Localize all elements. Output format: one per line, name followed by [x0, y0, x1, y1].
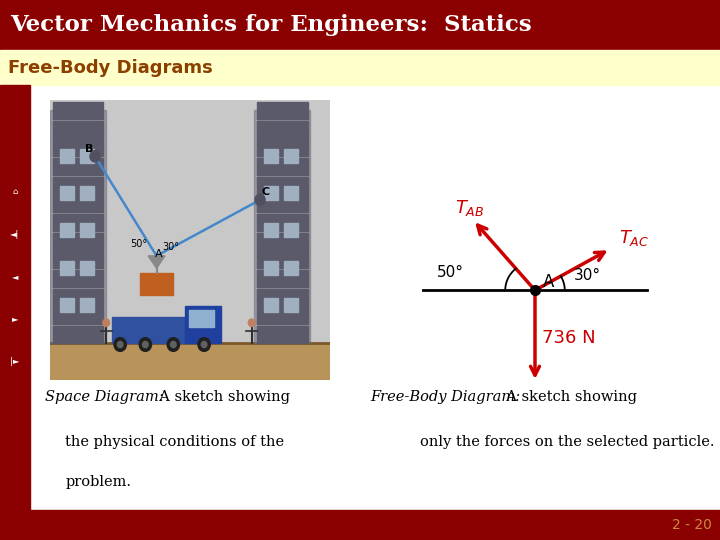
Text: Space Diagram:: Space Diagram:: [45, 390, 164, 404]
Circle shape: [139, 338, 151, 352]
Bar: [50, 343, 330, 380]
Bar: [284, 260, 298, 274]
Bar: [53, 270, 104, 287]
Bar: [80, 148, 94, 163]
Bar: [284, 223, 298, 237]
Text: |►: |►: [10, 357, 20, 366]
Bar: [257, 233, 307, 249]
Text: B: B: [85, 144, 94, 154]
Bar: [189, 310, 214, 327]
Circle shape: [143, 341, 148, 348]
Bar: [60, 148, 74, 163]
Bar: [257, 102, 307, 119]
Circle shape: [167, 338, 179, 352]
Text: Free-Body Diagram:: Free-Body Diagram:: [370, 390, 520, 404]
Text: A sketch showing: A sketch showing: [497, 390, 637, 404]
Bar: [53, 307, 104, 325]
Bar: [264, 186, 278, 200]
Bar: [257, 158, 307, 175]
Text: 30°: 30°: [573, 268, 600, 282]
Bar: [184, 306, 221, 343]
Bar: [80, 186, 94, 200]
Bar: [257, 288, 307, 306]
Text: ◄|: ◄|: [10, 230, 20, 239]
Bar: [0, 510, 720, 540]
Text: the physical conditions of the: the physical conditions of the: [66, 435, 284, 449]
Bar: [257, 214, 307, 231]
Bar: [254, 110, 310, 343]
Text: only the forces on the selected particle.: only the forces on the selected particle…: [420, 435, 714, 449]
Circle shape: [114, 338, 126, 352]
Text: $T_{AB}$: $T_{AB}$: [455, 198, 485, 218]
Bar: [60, 223, 74, 237]
Text: Vector Mechanics for Engineers:  Statics: Vector Mechanics for Engineers: Statics: [10, 14, 532, 36]
Text: Free-Body Diagrams: Free-Body Diagrams: [8, 59, 212, 77]
Bar: [53, 195, 104, 212]
Bar: [257, 195, 307, 212]
Text: A: A: [542, 273, 554, 292]
Bar: [53, 158, 104, 175]
Bar: [60, 298, 74, 312]
Bar: [284, 148, 298, 163]
Text: A: A: [155, 249, 163, 259]
Bar: [257, 139, 307, 156]
Bar: [257, 177, 307, 194]
Bar: [53, 233, 104, 249]
Bar: [257, 270, 307, 287]
Bar: [257, 251, 307, 268]
Bar: [257, 120, 307, 138]
Text: 30°: 30°: [162, 241, 179, 252]
Text: 50°: 50°: [437, 265, 464, 280]
Bar: [264, 223, 278, 237]
Text: 2 - 20: 2 - 20: [672, 518, 712, 532]
Bar: [257, 307, 307, 325]
Bar: [53, 139, 104, 156]
Bar: [0, 50, 720, 85]
Text: $T_{AC}$: $T_{AC}$: [619, 228, 650, 248]
Bar: [53, 288, 104, 306]
Circle shape: [90, 151, 100, 162]
Bar: [53, 214, 104, 231]
Bar: [53, 326, 104, 343]
Text: C: C: [261, 187, 269, 197]
Bar: [53, 102, 104, 119]
Bar: [0, 0, 720, 50]
Circle shape: [117, 341, 123, 348]
Circle shape: [202, 341, 207, 348]
Circle shape: [248, 319, 255, 327]
Bar: [264, 148, 278, 163]
Polygon shape: [148, 256, 165, 268]
Bar: [112, 316, 202, 343]
Text: 50°: 50°: [130, 239, 147, 248]
Circle shape: [103, 319, 109, 327]
Text: ►: ►: [12, 315, 19, 323]
Bar: [257, 326, 307, 343]
Bar: [264, 298, 278, 312]
Bar: [140, 273, 174, 295]
Bar: [60, 186, 74, 200]
Bar: [50, 110, 106, 343]
Bar: [284, 186, 298, 200]
Circle shape: [255, 194, 265, 205]
Bar: [0, 85, 30, 510]
Bar: [80, 223, 94, 237]
Text: A sketch showing: A sketch showing: [150, 390, 290, 404]
Bar: [53, 120, 104, 138]
Text: problem.: problem.: [66, 475, 131, 489]
Bar: [80, 298, 94, 312]
Circle shape: [198, 338, 210, 352]
Bar: [53, 177, 104, 194]
Bar: [284, 298, 298, 312]
Text: ◄: ◄: [12, 272, 19, 281]
Text: 736 N: 736 N: [542, 329, 596, 347]
Text: ⌂: ⌂: [12, 187, 18, 196]
Bar: [264, 260, 278, 274]
Bar: [80, 260, 94, 274]
Bar: [53, 251, 104, 268]
Circle shape: [171, 341, 176, 348]
Bar: [60, 260, 74, 274]
